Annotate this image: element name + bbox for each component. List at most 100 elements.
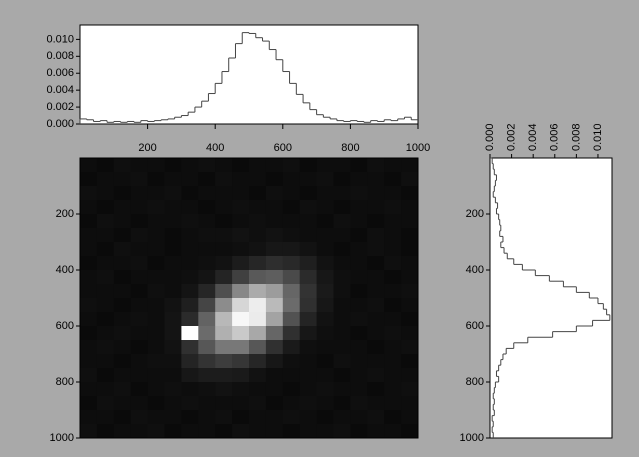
- heatmap-cell: [113, 186, 132, 201]
- heatmap-cell: [164, 256, 182, 271]
- heatmap-cell: [333, 298, 351, 313]
- heatmap-cell: [80, 270, 98, 285]
- heatmap-cell: [265, 312, 284, 327]
- heatmap-cell: [316, 424, 334, 439]
- heatmap-cell: [299, 242, 318, 257]
- heatmap-cell: [130, 158, 149, 173]
- heatmap-cell: [130, 298, 149, 313]
- heatmap-cell: [367, 186, 385, 201]
- heatmap-cell: [164, 354, 182, 369]
- heatmap-cell: [333, 424, 351, 439]
- heatmap-cell: [113, 242, 132, 257]
- heatmap-cell: [80, 326, 98, 341]
- heatmap-cell: [181, 312, 199, 327]
- heatmap-cell: [367, 158, 385, 173]
- heatmap-cell: [316, 298, 334, 313]
- heatmap-cell: [333, 186, 351, 201]
- heatmap-cell: [215, 186, 233, 201]
- heatmap-cell: [384, 256, 402, 271]
- heatmap-cell: [265, 186, 284, 201]
- heatmap-cell: [232, 158, 250, 173]
- heatmap-cell: [215, 256, 233, 271]
- heatmap-cell: [316, 340, 334, 355]
- heatmap-cell: [80, 242, 98, 257]
- heatmap-cell: [147, 158, 165, 173]
- heatmap-cell: [384, 354, 402, 369]
- heatmap-cell: [316, 382, 334, 397]
- heatmap-cell: [147, 424, 165, 439]
- heatmap-cell: [249, 242, 267, 257]
- heatmap-cell: [215, 284, 233, 299]
- heatmap-cell: [350, 200, 368, 215]
- heatmap-cell: [96, 354, 115, 369]
- heatmap-cell: [164, 214, 182, 229]
- heatmap-cell: [130, 410, 149, 425]
- y-tick-label: 0.010: [46, 33, 74, 45]
- heatmap-cell: [181, 158, 199, 173]
- heatmap-cell: [215, 298, 233, 313]
- heatmap-cell: [265, 242, 284, 257]
- heatmap-cell: [198, 368, 216, 383]
- heatmap-cell: [299, 158, 318, 173]
- heatmap-cell: [367, 410, 385, 425]
- heatmap-cell: [130, 228, 149, 243]
- heatmap-cell: [333, 200, 351, 215]
- x-tick-label: 800: [341, 142, 359, 154]
- heatmap-cell: [181, 368, 199, 383]
- heatmap-cell: [147, 270, 165, 285]
- heatmap-cell: [130, 312, 149, 327]
- heatmap-cell: [384, 214, 402, 229]
- heatmap-cell: [367, 368, 385, 383]
- heatmap-cell: [96, 312, 115, 327]
- heatmap-cell: [80, 396, 98, 411]
- heatmap-cell: [130, 256, 149, 271]
- heatmap-cell: [113, 326, 132, 341]
- heatmap-cell: [333, 326, 351, 341]
- heatmap-cell: [282, 228, 301, 243]
- heatmap-cell: [198, 256, 216, 271]
- x-tick-label: 0.000: [484, 123, 496, 151]
- heatmap-cell: [164, 186, 182, 201]
- heatmap-cell: [316, 242, 334, 257]
- heatmap-cell: [401, 382, 419, 397]
- heatmap-cell: [164, 368, 182, 383]
- heatmap-cell: [282, 312, 301, 327]
- y-tick-label: 0.002: [46, 101, 74, 113]
- heatmap-cell: [265, 284, 284, 299]
- heatmap-cell: [181, 396, 199, 411]
- heatmap-cell: [333, 354, 351, 369]
- heatmap-cell: [299, 228, 318, 243]
- heatmap-cell: [299, 270, 318, 285]
- heatmap-cell: [232, 242, 250, 257]
- heatmap-cell: [265, 382, 284, 397]
- heatmap-cell: [232, 396, 250, 411]
- heatmap-cell: [350, 270, 368, 285]
- heatmap-cell: [96, 396, 115, 411]
- heatmap-cell: [350, 256, 368, 271]
- heatmap-cell: [198, 228, 216, 243]
- heatmap-cell: [232, 214, 250, 229]
- heatmap-cell: [282, 158, 301, 173]
- x-tick-label: 0.010: [592, 123, 604, 151]
- heatmap-cell: [96, 256, 115, 271]
- heatmap-cell: [215, 158, 233, 173]
- heatmap-cell: [147, 256, 165, 271]
- heatmap-cell: [249, 284, 267, 299]
- heatmap-cell: [249, 200, 267, 215]
- heatmap-cell: [181, 228, 199, 243]
- heatmap-cell: [215, 424, 233, 439]
- heatmap-cell: [147, 200, 165, 215]
- heatmap-cell: [147, 410, 165, 425]
- heatmap-cell: [232, 270, 250, 285]
- heatmap-cell: [198, 424, 216, 439]
- heatmap-cell: [282, 340, 301, 355]
- heatmap-cell: [350, 186, 368, 201]
- heatmap-cell: [198, 312, 216, 327]
- x-tick-label: 0.006: [549, 123, 561, 151]
- heatmap-cell: [333, 340, 351, 355]
- heatmap-cell: [232, 312, 250, 327]
- heatmap-cell: [401, 200, 419, 215]
- heatmap-cell: [164, 172, 182, 187]
- heatmap-cell: [215, 326, 233, 341]
